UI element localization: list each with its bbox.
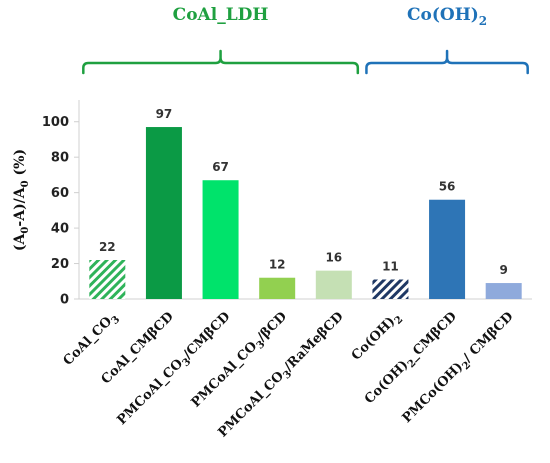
bar bbox=[145, 127, 182, 299]
y-tick-label: 40 bbox=[51, 222, 69, 237]
bar bbox=[89, 260, 126, 299]
x-tick-label: PMCoAl_CO3​/CMβCD bbox=[115, 309, 236, 430]
group-bracket bbox=[365, 49, 529, 75]
bar bbox=[315, 270, 352, 299]
data-label: 97 bbox=[156, 107, 173, 121]
y-tick-label: 0 bbox=[60, 293, 69, 308]
bar bbox=[259, 277, 296, 299]
y-tick-label: 20 bbox=[51, 257, 69, 272]
group-title: Co(OH)2 bbox=[407, 5, 487, 28]
x-tick-label: PMCoAl_CO3​/RaMeβCD bbox=[215, 309, 348, 442]
bar bbox=[429, 199, 466, 299]
data-label: 12 bbox=[269, 258, 286, 272]
y-tick-label: 80 bbox=[51, 151, 69, 166]
y-tick-label: 60 bbox=[51, 186, 69, 201]
x-tick-label: Co(OH)2​ bbox=[349, 309, 406, 366]
data-label: 16 bbox=[325, 251, 342, 265]
data-label: 22 bbox=[99, 240, 116, 254]
group-title: CoAl_LDH bbox=[173, 5, 269, 25]
bar bbox=[202, 180, 239, 299]
data-label: 11 bbox=[382, 260, 399, 274]
x-tick-label: PMCo(OH)2​/ CMβCD bbox=[400, 309, 519, 428]
group-bracket bbox=[82, 49, 360, 75]
data-label: 56 bbox=[439, 180, 456, 194]
y-axis-label: (A0-A)/A0 (%) bbox=[12, 149, 31, 251]
bar bbox=[372, 279, 409, 299]
x-tick-label: PMCoAl_CO3​/βCD bbox=[189, 309, 293, 413]
data-label: 9 bbox=[500, 263, 508, 277]
data-label: 67 bbox=[212, 160, 229, 174]
y-tick-label: 100 bbox=[42, 115, 69, 130]
bar bbox=[485, 283, 522, 299]
